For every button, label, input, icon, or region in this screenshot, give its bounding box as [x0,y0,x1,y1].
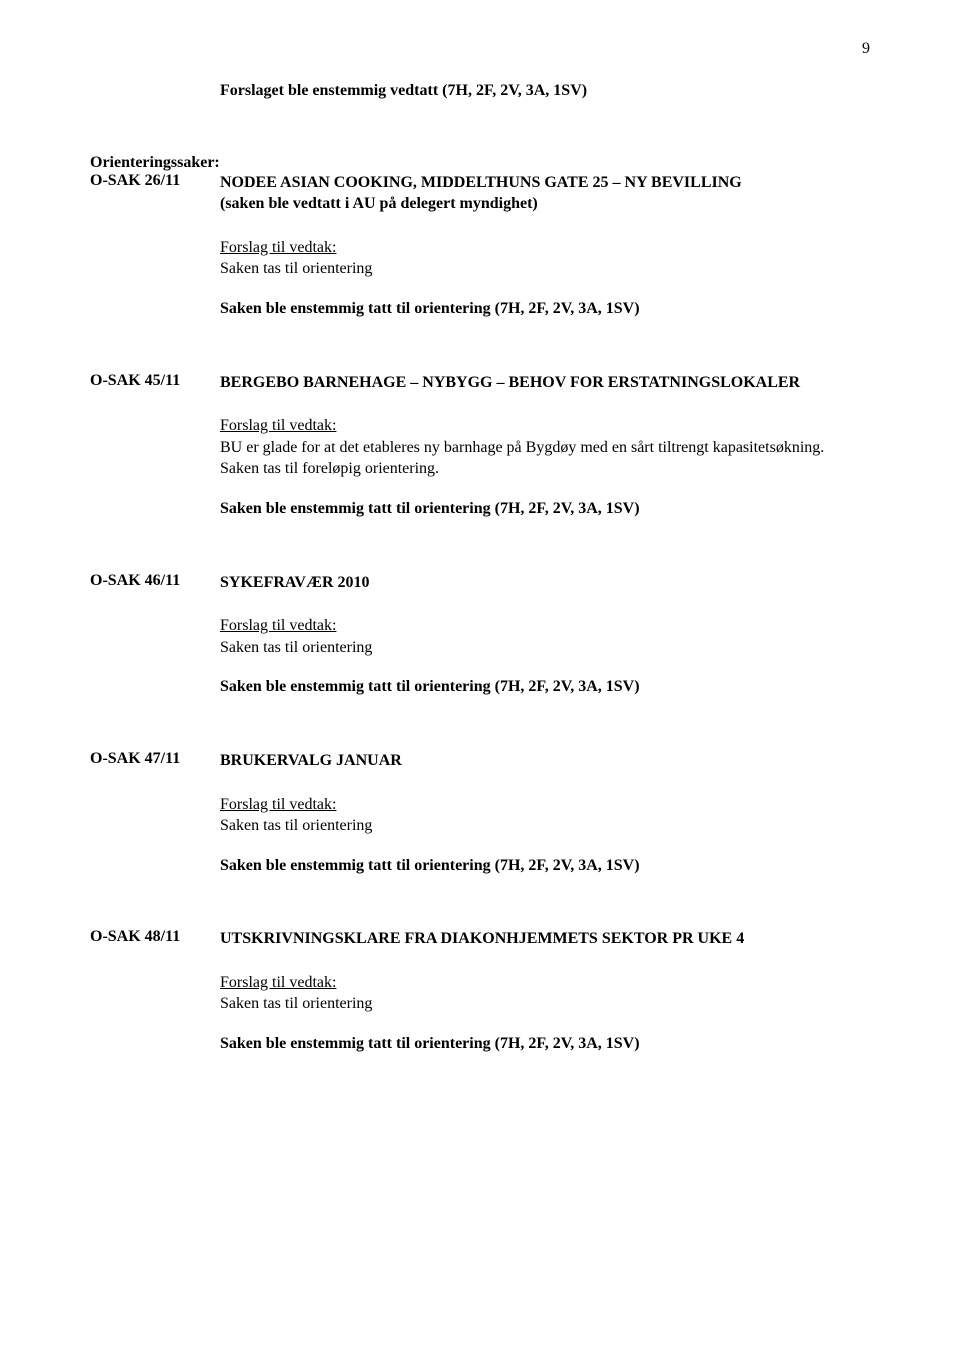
sak-48-label: O-SAK 48/11 [90,928,220,950]
sak-45-label: O-SAK 45/11 [90,372,220,394]
sak-26-orientering: Saken tas til orientering [220,258,870,280]
sak-47-forslag-label: Forslag til vedtak: [220,794,870,816]
intro-resolution: Forslaget ble enstemmig vedtatt (7H, 2F,… [220,80,870,102]
sak-47-label: O-SAK 47/11 [90,750,220,772]
sak-48-orientering: Saken tas til orientering [220,993,870,1015]
page-number: 9 [862,40,870,58]
sak-26-subtitle: (saken ble vedtatt i AU på delegert mynd… [220,193,742,215]
sak-26-title: NODEE ASIAN COOKING, MIDDELTHUNS GATE 25… [220,172,742,194]
sak-46-label: O-SAK 46/11 [90,572,220,594]
sak-48-row: O-SAK 48/11 UTSKRIVNINGSKLARE FRA DIAKON… [90,928,870,950]
sak-48-title: UTSKRIVNINGSKLARE FRA DIAKONHJEMMETS SEK… [220,928,744,950]
sak-26-tatt: Saken ble enstemmig tatt til orientering… [220,298,870,320]
sak-46-row: O-SAK 46/11 SYKEFRAVÆR 2010 [90,572,870,594]
sak-45-forslag-label: Forslag til vedtak: [220,415,870,437]
sak-26-label: O-SAK 26/11 [90,172,220,215]
sak-47-title: BRUKERVALG JANUAR [220,750,402,772]
sak-47-orientering: Saken tas til orientering [220,815,870,837]
sak-46-title: SYKEFRAVÆR 2010 [220,572,370,594]
sak-48-forslag-label: Forslag til vedtak: [220,972,870,994]
sak-45-body1: BU er glade for at det etableres ny barn… [220,437,870,459]
sak-45-body2: Saken tas til foreløpig orientering. [220,458,870,480]
document-body: Forslaget ble enstemmig vedtatt (7H, 2F,… [90,80,870,1055]
orienteringssaker-heading: Orienteringssaker: [90,154,870,172]
sak-45-tatt: Saken ble enstemmig tatt til orientering… [220,498,870,520]
sak-46-orientering: Saken tas til orientering [220,637,870,659]
sak-47-row: O-SAK 47/11 BRUKERVALG JANUAR [90,750,870,772]
sak-26-row: O-SAK 26/11 NODEE ASIAN COOKING, MIDDELT… [90,172,870,215]
sak-48-tatt: Saken ble enstemmig tatt til orientering… [220,1033,870,1055]
sak-45-title: BERGEBO BARNEHAGE – NYBYGG – BEHOV FOR E… [220,372,800,394]
sak-45-row: O-SAK 45/11 BERGEBO BARNEHAGE – NYBYGG –… [90,372,870,394]
sak-47-tatt: Saken ble enstemmig tatt til orientering… [220,855,870,877]
sak-46-tatt: Saken ble enstemmig tatt til orientering… [220,676,870,698]
sak-46-forslag-label: Forslag til vedtak: [220,615,870,637]
sak-26-forslag-label: Forslag til vedtak: [220,237,870,259]
